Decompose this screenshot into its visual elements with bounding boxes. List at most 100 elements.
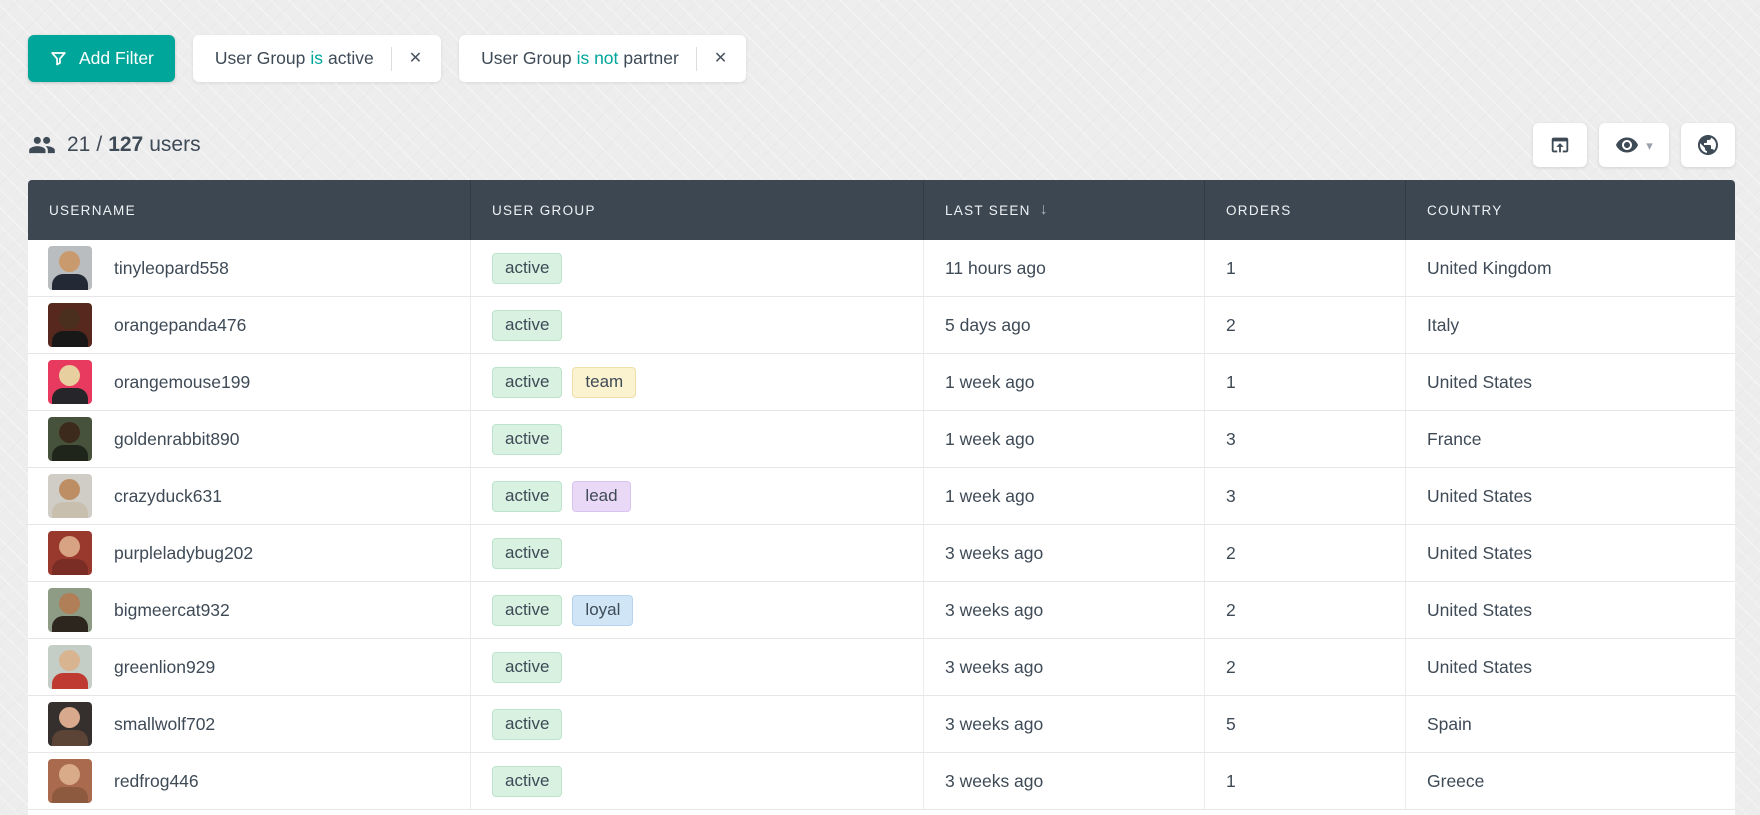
column-header-username[interactable]: USERNAME [28,180,470,240]
country-cell: United States [1405,582,1735,638]
column-header-last-seen[interactable]: LAST SEEN ↓ [923,180,1204,240]
close-icon[interactable]: ✕ [709,48,732,70]
column-header-country[interactable]: COUNTRY [1405,180,1735,240]
count-separator: / [96,133,103,156]
group-badge-active: active [492,594,563,626]
column-label: USER GROUP [492,202,596,218]
table-row[interactable]: greenlion929 active 3 weeks ago 2 United… [28,639,1735,696]
last-seen-cell: 1 week ago [923,354,1204,410]
table-row[interactable]: smallwolf702 active 3 weeks ago 5 Spain [28,696,1735,753]
add-filter-label: Add Filter [79,48,154,68]
open-in-browser-icon [1549,134,1571,156]
username-cell: tinyleopard558 [28,240,470,296]
last-seen-text: 3 weeks ago [945,599,1044,620]
group-badge-active: active [492,309,563,341]
close-icon[interactable]: ✕ [404,48,427,70]
last-seen-text: 3 weeks ago [945,713,1044,734]
last-seen-cell: 1 week ago [923,468,1204,524]
export-button[interactable] [1533,123,1587,167]
column-label: USERNAME [49,202,136,218]
username-cell: redfrog446 [28,753,470,809]
username-text: bigmeercat932 [114,599,230,620]
orders-cell: 2 [1204,639,1405,695]
country-cell: United States [1405,354,1735,410]
avatar-body [52,730,88,746]
last-seen-text: 1 week ago [945,371,1035,392]
avatar-body [52,559,88,575]
last-seen-cell: 3 weeks ago [923,525,1204,581]
country-cell: United States [1405,525,1735,581]
group-badge-active: active [492,252,563,284]
user-group-cell: active team [470,354,923,410]
summary-row: 21 / 127 users ▾ [28,123,1735,167]
filter-operator: is [310,48,323,68]
users-suffix: users [149,133,201,156]
username-text: tinyleopard558 [114,257,229,278]
country-text: France [1427,428,1482,449]
avatar-body [52,388,88,404]
last-seen-text: 11 hours ago [945,257,1046,278]
avatar-body [52,502,88,518]
table-row[interactable]: goldenrabbit890 active 1 week ago 3 Fran… [28,411,1735,468]
last-seen-text: 3 weeks ago [945,770,1044,791]
avatar [48,702,92,746]
caret-down-icon: ▾ [1646,137,1653,153]
orders-count: 2 [1226,599,1236,620]
visibility-button[interactable]: ▾ [1599,123,1669,167]
username-cell: goldenrabbit890 [28,411,470,467]
avatar-head [59,251,80,272]
country-cell: United Kingdom [1405,240,1735,296]
user-group-cell: active [470,240,923,296]
avatar-head [59,650,80,671]
user-group-cell: active [470,411,923,467]
add-filter-button[interactable]: Add Filter [28,35,175,82]
country-text: United States [1427,599,1533,620]
orders-count: 5 [1226,713,1236,734]
group-badge-active: active [492,708,563,740]
username-cell: crazyduck631 [28,468,470,524]
username-text: greenlion929 [114,656,216,677]
orders-count: 2 [1226,542,1236,563]
avatar [48,531,92,575]
table-row[interactable]: orangemouse199 active team 1 week ago 1 U… [28,354,1735,411]
table-row[interactable]: orangepanda476 active 5 days ago 2 Italy [28,297,1735,354]
orders-cell: 2 [1204,297,1405,353]
filter-value: active [327,48,374,68]
avatar [48,417,92,461]
country-text: Italy [1427,314,1460,335]
username-text: smallwolf702 [114,713,216,734]
country-text: Greece [1427,770,1485,791]
orders-count: 1 [1226,257,1236,278]
avatar-head [59,479,80,500]
orders-count: 3 [1226,485,1236,506]
column-header-orders[interactable]: ORDERS [1204,180,1405,240]
avatar-body [52,616,88,632]
avatar-head [59,536,80,557]
user-group-cell: active [470,696,923,752]
globe-button[interactable] [1681,123,1735,167]
table-row[interactable]: bigmeercat932 active loyal 3 weeks ago 2 … [28,582,1735,639]
country-cell: United States [1405,468,1735,524]
users-count: 21 / 127 users [28,131,201,159]
users-shown-count: 21 [67,133,91,156]
users-table: USERNAME USER GROUP LAST SEEN ↓ ORDERS C… [28,180,1735,815]
group-badge-team: team [572,366,637,398]
country-cell: Greece [1405,753,1735,809]
users-total-count: 127 [108,133,144,156]
avatar-head [59,707,80,728]
country-text: United States [1427,485,1533,506]
table-row[interactable]: redfrog446 active 3 weeks ago 1 Greece [28,753,1735,810]
column-label: LAST SEEN [945,202,1031,218]
avatar-head [59,308,80,329]
username-text: purpleladybug202 [114,542,254,563]
orders-count: 2 [1226,314,1236,335]
country-cell: France [1405,411,1735,467]
avatar [48,588,92,632]
table-row[interactable]: crazyduck631 active lead 1 week ago 3 Uni… [28,468,1735,525]
column-header-user-group[interactable]: USER GROUP [470,180,923,240]
avatar-body [52,331,88,347]
table-row[interactable]: purpleladybug202 active 3 weeks ago 2 Un… [28,525,1735,582]
users-icon [28,131,56,159]
table-row[interactable]: tinyleopard558 active 11 hours ago 1 Uni… [28,240,1735,297]
